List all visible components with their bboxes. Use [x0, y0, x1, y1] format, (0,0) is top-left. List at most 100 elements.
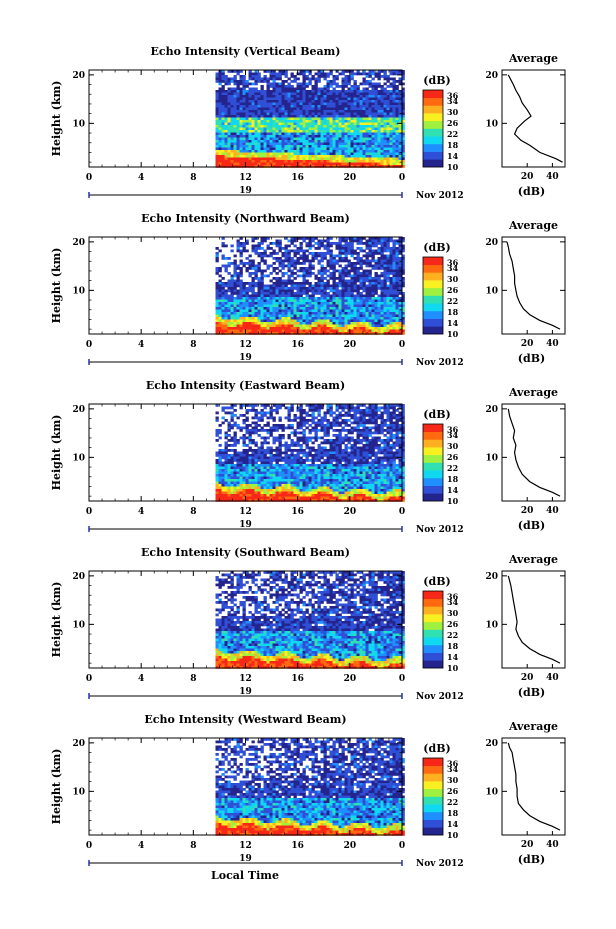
echo-cell [389, 279, 393, 283]
echo-cell [329, 242, 333, 245]
echo-cell [329, 254, 333, 258]
echo-cell [248, 309, 252, 313]
echo-cell [368, 135, 372, 138]
echo-cell [323, 157, 327, 161]
echo-cell [239, 317, 243, 320]
echo-cell [263, 145, 267, 148]
echo-cell [323, 319, 327, 323]
echo-cell [398, 100, 402, 103]
echo-cell [224, 456, 228, 460]
echo-cell [236, 132, 240, 136]
echo-cell [365, 304, 369, 308]
echo-cell [326, 264, 330, 268]
echo-cell [272, 319, 276, 323]
echo-cell [386, 97, 390, 101]
echo-cell [233, 494, 237, 497]
echo-cell [230, 319, 234, 323]
echo-cell [221, 147, 225, 151]
echo-cell [284, 304, 288, 308]
echo-cell [332, 105, 336, 108]
echo-cell [227, 461, 231, 465]
echo-cell [380, 244, 384, 248]
echo-cell [260, 157, 264, 161]
echo-cell [236, 304, 240, 308]
echo-cell [401, 155, 405, 158]
echo-cell [218, 95, 222, 98]
echo-cell [347, 75, 351, 78]
echo-cell [269, 332, 273, 335]
echo-cell [233, 456, 237, 460]
echo-cell [221, 461, 225, 465]
echo-cell [239, 456, 243, 460]
echo-cell [302, 70, 306, 73]
echo-cell [260, 122, 264, 126]
echo-cell [275, 294, 279, 298]
echo-cell [251, 279, 255, 283]
echo-cell [395, 259, 399, 263]
echo-cell [341, 107, 345, 111]
echo-cell [254, 426, 258, 430]
echo-cell [311, 100, 315, 103]
echo-cell [386, 329, 390, 333]
echo-cell [365, 112, 369, 116]
echo-cell [293, 302, 297, 305]
echo-cell [236, 484, 240, 487]
echo-cell [242, 127, 246, 131]
echo-cell [227, 471, 231, 475]
echo-cell [245, 137, 249, 141]
echo-cell [314, 297, 318, 300]
echo-cell [395, 85, 399, 88]
echo-cell [347, 249, 351, 253]
echo-cell [290, 97, 294, 101]
echo-cell [269, 130, 273, 133]
echo-cell [245, 292, 249, 295]
echo-cell [401, 262, 405, 265]
echo-cell [257, 329, 261, 333]
echo-cell [251, 496, 255, 500]
echo-cell [317, 284, 321, 288]
echo-cell [371, 77, 375, 81]
echo-cell [362, 307, 366, 310]
colorbar-tick-label: 10 [447, 162, 459, 172]
echo-cell [317, 87, 321, 91]
echo-cell [218, 267, 222, 270]
echo-cell [266, 294, 270, 298]
echo-cell [254, 70, 258, 73]
echo-cell [341, 72, 345, 76]
echo-cell [242, 160, 246, 163]
echo-cell [242, 481, 246, 485]
echo-cell [218, 82, 222, 86]
echo-cell [242, 135, 246, 138]
echo-cell [242, 436, 246, 440]
echo-cell [245, 476, 249, 480]
echo-cell [245, 155, 249, 158]
echo-cell [314, 82, 318, 86]
echo-cell [269, 294, 273, 298]
echo-cell [374, 327, 378, 330]
echo-cell [350, 332, 354, 335]
echo-cell [254, 469, 258, 472]
echo-cell [401, 329, 405, 333]
echo-cell [365, 254, 369, 258]
echo-cell [317, 302, 321, 305]
echo-cell [302, 125, 306, 128]
echo-cell [335, 242, 339, 245]
echo-cell [227, 102, 231, 106]
echo-cell [281, 329, 285, 333]
echo-cell [233, 414, 237, 417]
echo-cell [293, 319, 297, 323]
echo-cell [215, 289, 219, 293]
echo-cell [302, 130, 306, 133]
echo-cell [263, 105, 267, 108]
echo-cell [245, 97, 249, 101]
echo-cell [254, 130, 258, 133]
echo-cell [323, 289, 327, 293]
echo-cell [278, 277, 282, 280]
echo-cell [389, 122, 393, 126]
echo-cell [284, 247, 288, 250]
echo-cell [371, 112, 375, 116]
echo-cell [329, 110, 333, 113]
echo-cell [356, 319, 360, 323]
echo-cell [239, 105, 243, 108]
echo-cell [284, 309, 288, 313]
